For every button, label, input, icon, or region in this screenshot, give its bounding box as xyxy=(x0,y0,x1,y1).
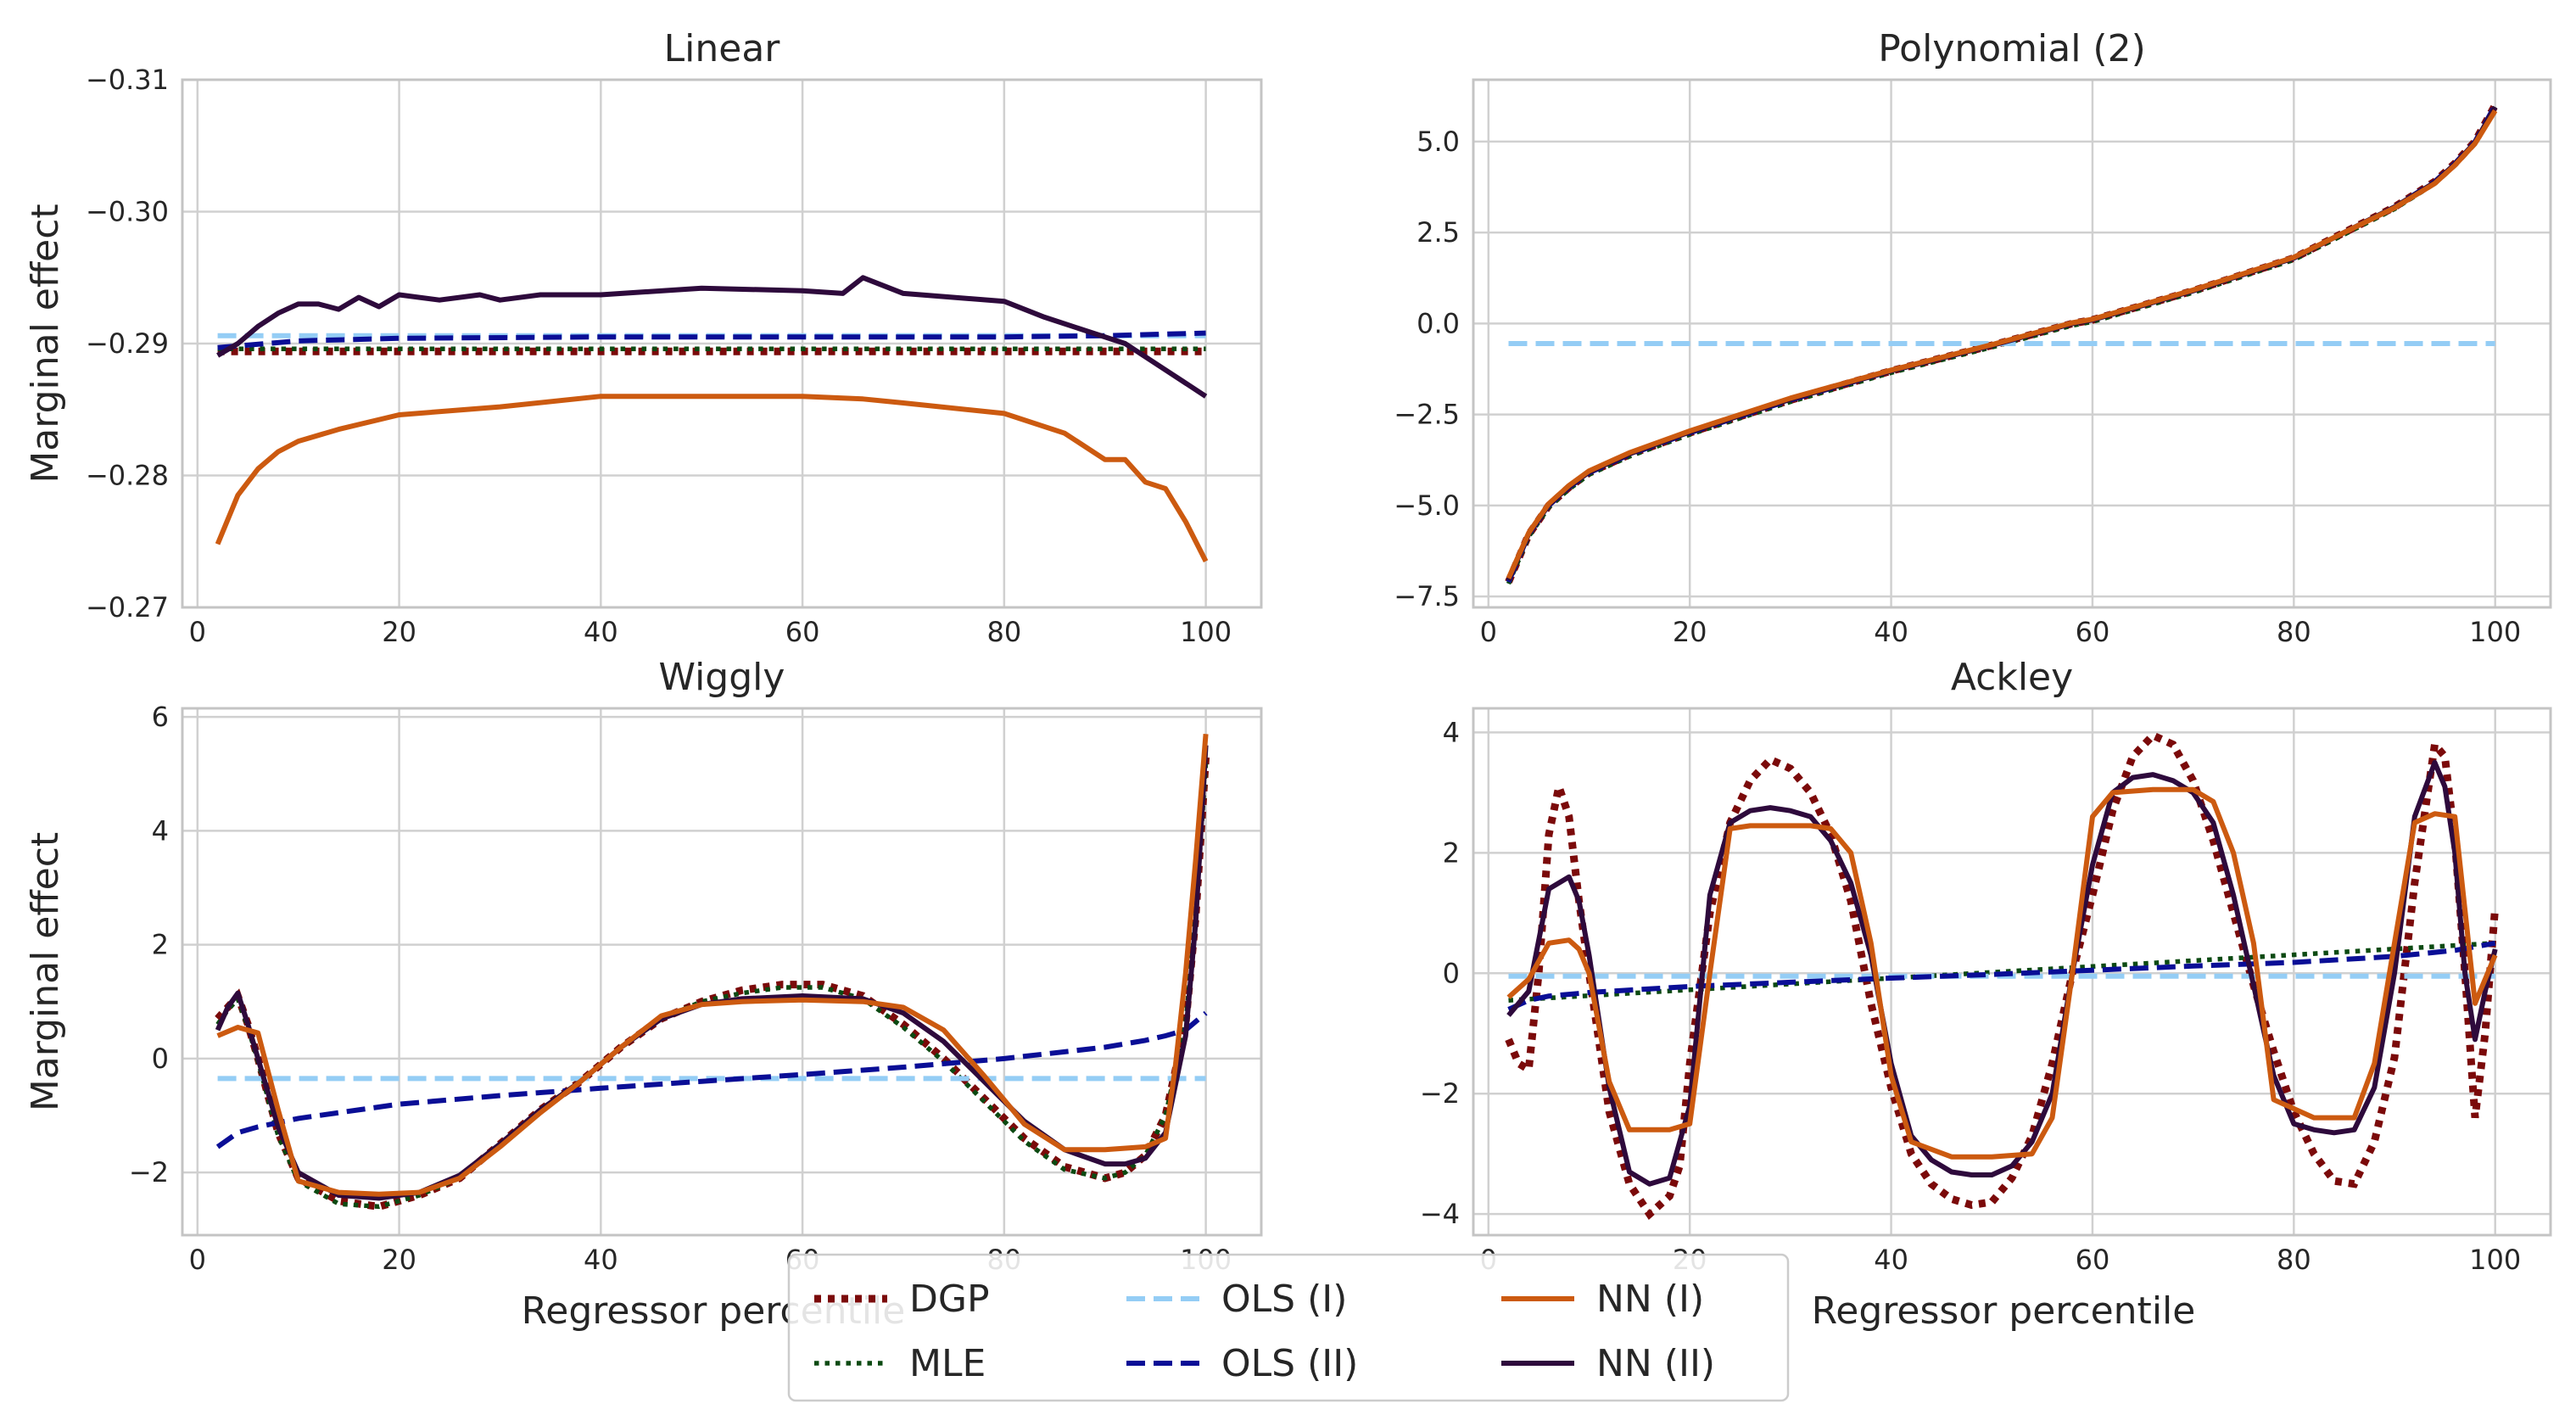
y-tick-label: 5.0 xyxy=(1417,126,1460,158)
x-tick-label: 40 xyxy=(1874,616,1908,648)
axes-frame xyxy=(1472,78,2552,609)
y-axis-label: Marginal effect xyxy=(24,204,67,483)
x-tick-label: 40 xyxy=(584,1244,618,1276)
panel-title: Wiggly xyxy=(659,656,785,699)
x-tick-label: 20 xyxy=(1673,616,1707,648)
y-tick-label: −2.5 xyxy=(1394,399,1460,431)
legend-label-mle: MLE xyxy=(909,1342,986,1385)
panel-title: Polynomial (2) xyxy=(1878,27,2146,70)
x-tick-label: 40 xyxy=(1874,1244,1908,1276)
series-ols-ii-line xyxy=(217,330,1206,350)
y-tick-label: 6 xyxy=(152,701,169,733)
x-tick-label: 80 xyxy=(2277,616,2311,648)
x-tick-label: 60 xyxy=(2076,616,2110,648)
y-tick-label: −2 xyxy=(1420,1077,1460,1110)
x-tick-label: 20 xyxy=(382,616,416,648)
legend-label-dgp: DGP xyxy=(909,1278,990,1321)
x-tick-label: 40 xyxy=(584,616,618,648)
series-group xyxy=(1505,730,2500,1221)
axes-frame xyxy=(1472,707,2552,1237)
x-tick-label: 100 xyxy=(2469,1244,2521,1276)
y-tick-label: −4 xyxy=(1420,1198,1460,1230)
y-tick-label: −0.30 xyxy=(86,196,169,228)
x-tick-label: 100 xyxy=(2469,616,2521,648)
panel-polynomial-2: 0 20 40 60 80 100 −7.5 −5.0 −2.5 0.0 2.5 5.0 Polynom… xyxy=(1394,27,2552,648)
series-nn-i-line xyxy=(1506,109,2498,579)
y-tick-label: 0 xyxy=(1443,957,1460,989)
y-tick-label: −7.5 xyxy=(1394,580,1460,612)
y-tick-label: 2 xyxy=(152,929,169,961)
series-group xyxy=(1505,103,2499,585)
series-nn-ii-line xyxy=(216,275,1208,399)
y-tick-label: 2 xyxy=(1443,836,1460,869)
x-tick-label: 60 xyxy=(2076,1244,2110,1276)
x-tick-label: 0 xyxy=(189,1244,206,1276)
y-tick-label: −0.29 xyxy=(86,327,169,360)
legend-label-nn-i: NN (I) xyxy=(1596,1278,1704,1321)
y-tick-label: −0.27 xyxy=(86,591,169,624)
series-nn-ii-line xyxy=(215,745,1209,1201)
y-tick-label: 0.0 xyxy=(1417,307,1460,339)
legend: DGP MLE OLS (I) OLS (II) NN (I) NN (II) xyxy=(787,1253,1790,1402)
x-tick-label: 80 xyxy=(987,616,1022,648)
y-tick-label: 4 xyxy=(152,814,169,847)
axes-frame xyxy=(181,707,1263,1237)
x-tick-label: 0 xyxy=(189,616,206,648)
series-group xyxy=(215,733,1210,1211)
x-tick-label: 100 xyxy=(1180,616,1232,648)
x-tick-label: 0 xyxy=(1480,616,1497,648)
series-dgp-line xyxy=(1505,730,2500,1221)
series-ols-ii-line xyxy=(1507,940,2496,1012)
legend-label-ols-ii: OLS (II) xyxy=(1221,1342,1358,1385)
axes-frame xyxy=(181,78,1263,609)
panel-title: Ackley xyxy=(1951,656,2073,699)
y-tick-label: −5.0 xyxy=(1394,489,1460,522)
series-nn-i-line xyxy=(216,733,1209,1197)
x-axis-label: Regressor percentile xyxy=(1812,1289,2196,1333)
y-tick-label: −0.31 xyxy=(86,64,169,96)
legend-label-nn-ii: NN (II) xyxy=(1596,1342,1715,1385)
y-tick-label: 0 xyxy=(152,1043,169,1075)
x-tick-label: 60 xyxy=(785,616,820,648)
series-nn-i-line xyxy=(1506,786,2498,1160)
y-tick-label: 4 xyxy=(1443,716,1460,748)
y-tick-label: 2.5 xyxy=(1417,216,1460,249)
legend-label-ols-i: OLS (I) xyxy=(1221,1278,1347,1321)
x-tick-label: 20 xyxy=(382,1244,416,1276)
panel-title: Linear xyxy=(664,27,781,70)
series-dgp-line xyxy=(215,756,1210,1211)
series-group xyxy=(215,275,1209,562)
series-nn-i-line xyxy=(215,394,1209,562)
series-mle-line xyxy=(215,762,1209,1210)
x-tick-label: 80 xyxy=(2277,1244,2311,1276)
y-tick-label: −2 xyxy=(129,1156,169,1188)
panel-linear: 0 20 40 60 80 100 −0.31 −0.30 −0.29 −0.28 −0.27 Lin… xyxy=(24,27,1263,648)
y-tick-label: −0.28 xyxy=(86,460,169,492)
y-axis-label: Marginal effect xyxy=(24,832,67,1111)
